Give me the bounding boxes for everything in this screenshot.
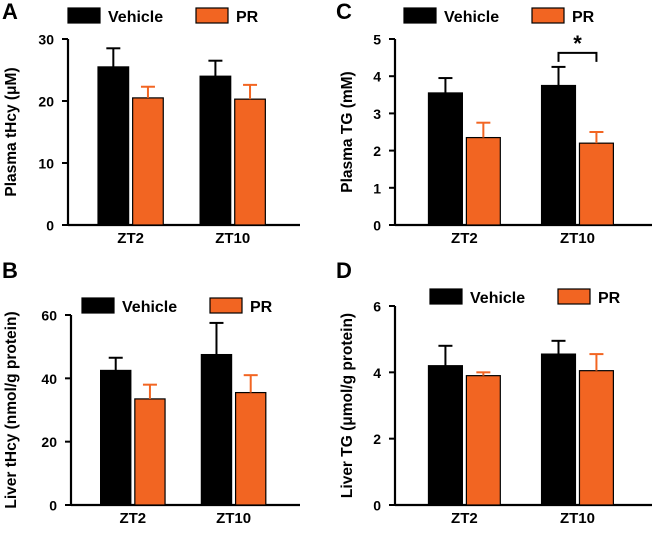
legend-label-pr: PR	[598, 290, 621, 307]
x-tick-label: ZT2	[119, 510, 146, 527]
panel-c: C 0 1 2 3 4 5 Plasma TG (mM) ZT2 ZT10 * Vehicle PR	[336, 0, 652, 247]
legend-swatch-vehicle	[81, 297, 115, 314]
legend-label-pr: PR	[572, 9, 595, 26]
legend-swatch-pr	[209, 297, 243, 314]
panel-letter-c: C	[336, 0, 352, 24]
y-tick-label: 0	[46, 218, 54, 234]
y-tick-label: 5	[373, 32, 381, 48]
y-axis-label: Plasma TG (mM)	[339, 71, 356, 192]
bar-pr-zt10	[234, 391, 267, 506]
bar-vehicle-zt2	[97, 66, 130, 226]
y-tick-label: 2	[373, 143, 381, 159]
panel-a: A 0 10 20 30 Plasma tHcy (μM) ZT2 ZT10 Vehicle P…	[2, 0, 300, 247]
x-tick-label: ZT10	[215, 230, 250, 247]
y-axis-label: Plasma tHcy (μM)	[3, 67, 20, 196]
bar-pr-zt10	[578, 370, 614, 506]
legend-label-vehicle: Vehicle	[122, 299, 177, 316]
bar-vehicle-zt10	[540, 84, 577, 226]
y-tick-label: 0	[373, 498, 381, 514]
bar-vehicle-zt2	[100, 369, 132, 506]
bar-pr-zt10	[578, 142, 614, 226]
y-tick-label: 30	[38, 32, 54, 48]
panel-d: D 0 2 4 6 Liver TG (μmol/g protein) ZT2 ZT10 Ve…	[336, 258, 652, 527]
y-tick-label: 0	[373, 218, 381, 234]
y-tick-label: 60	[41, 308, 57, 324]
bar-pr-zt2	[465, 136, 501, 226]
y-axis-label: Liver tHcy (nmol/g protein)	[3, 311, 20, 508]
y-tick-label: 4	[373, 365, 381, 381]
y-tick-label: 20	[38, 94, 54, 110]
bar-vehicle-zt10	[540, 353, 577, 506]
x-tick-label: ZT10	[560, 230, 595, 247]
bar-vehicle-zt10	[199, 75, 232, 226]
panel-letter-b: B	[2, 258, 18, 283]
y-tick-label: 10	[38, 156, 54, 172]
y-axis-label: Liver TG (μmol/g protein)	[339, 313, 356, 498]
y-tick-label: 6	[373, 299, 381, 315]
x-tick-label: ZT2	[451, 510, 478, 527]
significance-star: *	[573, 31, 582, 56]
y-tick-label: 20	[41, 434, 57, 450]
legend-swatch-pr	[195, 7, 229, 24]
panel-letter-a: A	[2, 0, 18, 24]
bar-pr-zt2	[132, 97, 164, 226]
bar-pr-zt10	[234, 98, 266, 226]
legend-swatch-vehicle	[67, 7, 101, 24]
y-tick-label: 2	[373, 431, 381, 447]
significance-bracket	[557, 51, 598, 62]
bar-vehicle-zt2	[427, 92, 463, 226]
bar-pr-zt2	[465, 375, 501, 506]
y-tick-label: 1	[373, 180, 381, 196]
bar-vehicle-zt10	[200, 353, 233, 506]
bar-pr-zt2	[134, 398, 166, 506]
panel-b: B 0 20 40 60 Liver tHcy (nmol/g protein) ZT2 Z…	[2, 258, 300, 527]
y-tick-label: 3	[373, 106, 381, 122]
legend-swatch-pr	[531, 7, 565, 24]
x-tick-label: ZT10	[560, 510, 595, 527]
y-tick-label: 40	[41, 371, 57, 387]
legend-swatch-vehicle	[429, 288, 463, 305]
legend-swatch-vehicle	[403, 7, 437, 24]
x-tick-label: ZT10	[216, 510, 251, 527]
panel-letter-d: D	[336, 258, 352, 283]
legend-swatch-pr	[557, 288, 591, 305]
y-tick-label: 0	[49, 498, 57, 514]
y-tick-label: 4	[373, 69, 381, 85]
legend-label-vehicle: Vehicle	[108, 9, 163, 26]
legend-label-pr: PR	[250, 299, 273, 316]
legend-label-pr: PR	[236, 9, 259, 26]
legend-label-vehicle: Vehicle	[444, 9, 499, 26]
x-tick-label: ZT2	[451, 230, 478, 247]
legend-label-vehicle: Vehicle	[470, 290, 525, 307]
x-tick-label: ZT2	[117, 230, 144, 247]
bar-vehicle-zt2	[427, 365, 463, 506]
